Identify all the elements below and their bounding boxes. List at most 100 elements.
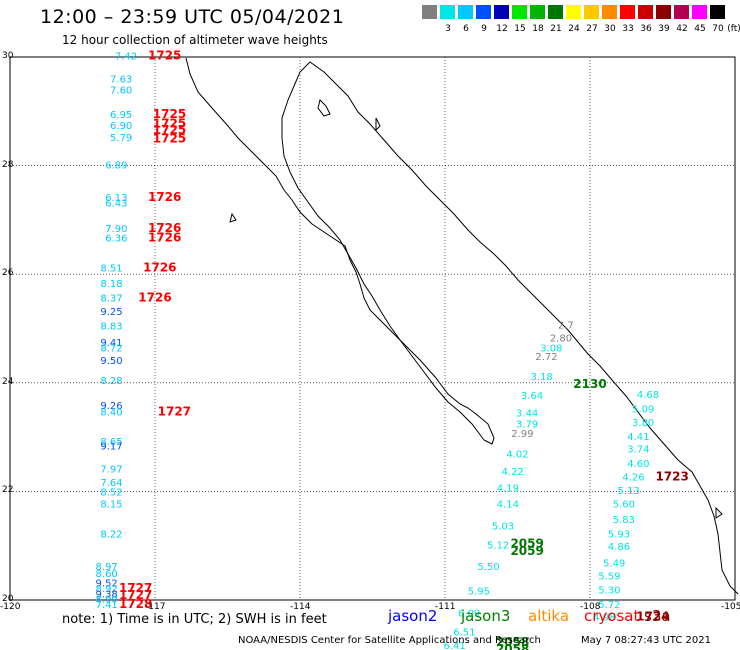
wave-height-value: 8.52: [100, 488, 122, 499]
pass-time-label: 1726: [148, 221, 181, 235]
wave-height-value: 6.09: [458, 608, 480, 619]
pass-time-label: 1726: [138, 290, 171, 304]
legend-swatch: [566, 5, 581, 19]
legend-unit: (ft): [727, 24, 740, 34]
legend-label: 45: [694, 24, 706, 34]
wave-height-value: 9.50: [100, 356, 122, 367]
island-4: [715, 506, 723, 519]
wave-height-value: 6.51: [453, 627, 475, 638]
wave-height-value: 5.93: [608, 530, 630, 541]
wave-height-value: 7.42: [115, 52, 137, 63]
lat-label: 30: [2, 51, 14, 61]
pass-time-label: 1725: [153, 131, 186, 145]
wave-height-value: 8.83: [100, 322, 122, 333]
legend-swatch: [584, 5, 599, 19]
wave-height-value: 5.03: [492, 521, 514, 532]
wave-height-value: 2.72: [535, 352, 557, 363]
wave-height-value: 8.65: [100, 437, 122, 448]
wave-height-value: 8.72: [100, 343, 122, 354]
wave-height-value: 4.41: [627, 432, 649, 443]
wave-height-value: 3.64: [521, 391, 543, 402]
legend-label: 6: [463, 24, 469, 34]
wave-height-value: 5.83: [613, 515, 635, 526]
legend-swatch: [440, 5, 455, 19]
pass-time-label: 1727: [119, 588, 152, 602]
wave-height-value: 5.13: [618, 486, 640, 497]
legend-swatch: [620, 5, 635, 19]
wave-height-value: 9.26: [100, 401, 122, 412]
mainland-coast: [293, 61, 739, 595]
legend-label: 3: [445, 24, 451, 34]
wave-height-value: 2.80: [550, 334, 572, 345]
island-2: [375, 117, 381, 132]
legend-label: 15: [514, 24, 526, 34]
lat-label: 22: [2, 485, 14, 496]
legend-label: 9: [481, 24, 487, 34]
wave-height-value: 5.49: [603, 558, 625, 569]
island-1: [317, 99, 331, 117]
legend-swatch: [638, 5, 653, 19]
chart-subtitle: 12 hour collection of altimeter wave hei…: [62, 33, 328, 47]
satellite-s3a: s3a: [644, 607, 671, 625]
wave-height-value: 5.60: [613, 500, 635, 511]
pass-time-label: 1725: [153, 123, 186, 137]
wave-height-value: 7.60: [110, 85, 132, 96]
wave-height-value: 3.74: [627, 444, 649, 455]
altimeter-tracks: 7.42 7.637.60 6.956.905.79 6.89 6.136.43 7.90…: [96, 49, 689, 650]
lon-label: -108: [580, 602, 601, 612]
legend-label: 27: [586, 24, 598, 34]
legend-swatch: [692, 5, 707, 19]
wave-height-value: 4.19: [497, 483, 519, 494]
wave-height-value: 6.95: [110, 110, 132, 121]
legend-swatch: [656, 5, 671, 19]
wave-height-value: 8.51: [100, 263, 122, 274]
legend-label: 12: [496, 24, 508, 34]
pass-time-label: 1725: [153, 107, 186, 121]
wave-height-value: 8.60: [96, 569, 118, 580]
pass-time-label: 2058: [496, 642, 529, 650]
legend-swatch: [422, 5, 437, 19]
pass-time-label: 2059: [510, 544, 543, 558]
wave-height-value: 6.36: [105, 234, 127, 245]
wave-height-value: 5.12: [487, 540, 509, 551]
satellite-jason2: jason2: [388, 607, 438, 625]
legend-swatch: [494, 5, 509, 19]
pass-time-label: 1726: [143, 260, 176, 274]
lat-label: 28: [2, 159, 14, 170]
wave-height-value: 9.17: [100, 442, 122, 453]
wave-height-value: 4.26: [622, 473, 644, 484]
legend-swatch: [476, 5, 491, 19]
wave-height-value: 9.38: [96, 589, 118, 600]
wave-height-value: 4.22: [502, 467, 524, 478]
wave-height-value: 4.86: [608, 542, 630, 553]
satellite-jason3: jason3: [461, 607, 511, 625]
wave-height-value: 7.90: [105, 224, 127, 235]
legend-swatch: [512, 5, 527, 19]
footnote: note: 1) Time is in UTC; 2) SWH is in fe…: [62, 612, 327, 627]
legend-label: 30: [604, 24, 616, 34]
chart-title: 12:00 – 23:59 UTC 05/04/2021: [40, 6, 345, 28]
wave-height-value: 2.99: [511, 429, 533, 440]
legend-label: 33: [622, 24, 634, 34]
legend-swatch: [458, 5, 473, 19]
wave-height-value: 5.79: [110, 133, 132, 144]
wave-height-value: 4.98: [593, 613, 615, 624]
wave-height-value: 5.50: [477, 562, 499, 573]
wave-height-value: 6.13: [105, 193, 127, 204]
legend-swatch: [674, 5, 689, 19]
credit-line: NOAA/NESDIS Center for Satellite Applica…: [238, 635, 541, 646]
wave-height-value: 5.59: [598, 571, 620, 582]
lat-label: 20: [2, 594, 14, 604]
wave-height-value: 8.22: [100, 530, 122, 541]
wave-height-value: 4.02: [506, 450, 528, 461]
wave-height-value: 8.15: [100, 500, 122, 511]
pass-time-label: 1725: [153, 117, 186, 131]
wave-height-value: 3.80: [632, 418, 654, 429]
wave-height-value: 4.14: [497, 500, 519, 511]
wave-height-value: 6.89: [105, 160, 127, 171]
legend-swatch: [602, 5, 617, 19]
wave-height-value: 8.92: [96, 584, 118, 595]
wave-height-value: 8.28: [100, 376, 122, 387]
wave-height-value: 6.90: [110, 121, 132, 132]
